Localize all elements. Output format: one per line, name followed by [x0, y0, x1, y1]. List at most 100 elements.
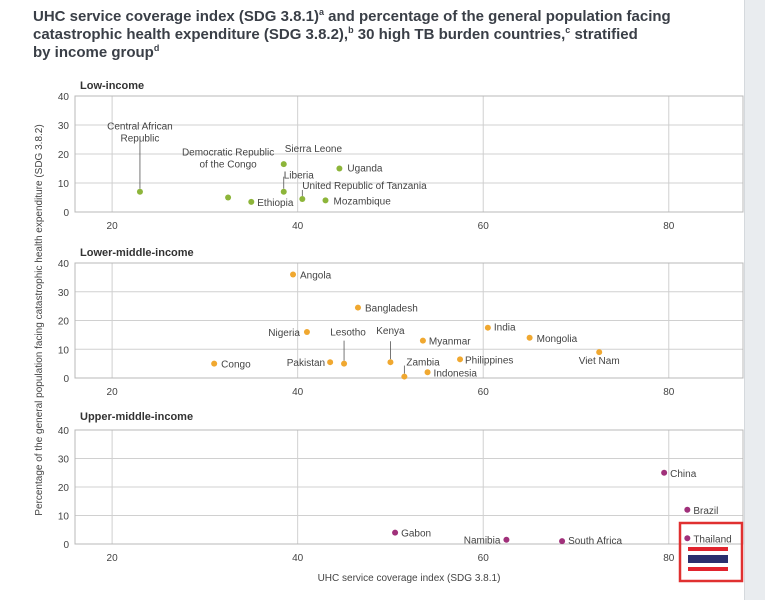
point-label: Zambia [406, 358, 440, 369]
point-label: Philippines [465, 355, 513, 366]
y-tick-label: 20 [58, 150, 70, 161]
data-point [341, 360, 348, 367]
title-line-2-end: stratified [570, 26, 638, 43]
panel-title: Lower-middle-income [80, 247, 194, 259]
panel-frame [74, 95, 744, 213]
data-point [136, 188, 143, 195]
data-point [424, 369, 431, 376]
data-point [661, 469, 668, 476]
point-label: Lesotho [330, 328, 366, 339]
point-label: Brazil [693, 506, 718, 517]
data-point [354, 304, 361, 311]
point-label: Mongolia [537, 334, 578, 345]
data-point [322, 197, 329, 204]
title-line-1: UHC service coverage index (SDG 3.8.1) [33, 8, 319, 25]
panel-title: Upper-middle-income [80, 411, 193, 423]
title-line-2-mid: 30 high TB burden countries, [353, 26, 566, 43]
data-point [401, 373, 408, 380]
data-point [559, 538, 566, 545]
point-label: Namibia [464, 536, 501, 547]
point-label: Thailand [693, 534, 731, 545]
data-point [290, 271, 297, 278]
x-tick-label: 40 [292, 553, 304, 564]
data-point [526, 334, 533, 341]
point-label: Gabon [401, 529, 431, 540]
y-tick-label: 30 [58, 121, 70, 132]
point-label: Bangladesh [365, 304, 418, 315]
point-label: South Africa [568, 536, 622, 547]
data-point [211, 360, 218, 367]
data-point [457, 356, 464, 363]
flag-stripe-white [688, 551, 728, 555]
footnote-b: b [348, 25, 354, 35]
x-tick-label: 20 [107, 221, 119, 232]
y-tick-label: 10 [58, 512, 70, 523]
x-tick-label: 80 [663, 553, 675, 564]
y-tick-label: 40 [58, 426, 70, 437]
y-tick-label: 0 [63, 208, 69, 219]
y-axis-title: Percentage of the general population fac… [34, 124, 45, 515]
panel-title: Low-income [80, 80, 144, 92]
chart-title: UHC service coverage index (SDG 3.8.1)a … [33, 8, 733, 62]
data-point [419, 337, 426, 344]
x-tick-label: 40 [292, 387, 304, 398]
point-label: Mozambique [334, 196, 392, 207]
data-point [387, 359, 394, 366]
x-tick-label: 80 [663, 387, 675, 398]
point-label: Democratic Republic of the Congo [182, 148, 274, 171]
x-axis-title: UHC service coverage index (SDG 3.8.1) [318, 573, 501, 584]
point-label: Indonesia [434, 368, 478, 379]
point-label: Congo [221, 360, 251, 371]
footnote-c: c [565, 25, 571, 35]
data-point [392, 529, 399, 536]
data-point [280, 188, 287, 195]
x-tick-label: 40 [292, 221, 304, 232]
x-tick-label: 20 [107, 553, 119, 564]
data-point [280, 161, 287, 168]
flag-stripe-red [688, 547, 728, 551]
x-tick-label: 20 [107, 387, 119, 398]
y-tick-label: 20 [58, 317, 70, 328]
y-tick-label: 0 [63, 374, 69, 385]
footnote-a: a [318, 7, 324, 17]
y-tick-label: 40 [58, 92, 70, 103]
data-point [336, 165, 343, 172]
data-point [299, 195, 306, 202]
point-label: Nigeria [268, 328, 300, 339]
y-tick-label: 0 [63, 540, 69, 551]
page-edge-strip [744, 0, 765, 600]
point-label: Sierra Leone [285, 144, 343, 155]
panel-frame [74, 429, 744, 545]
x-tick-label: 80 [663, 221, 675, 232]
point-label: Pakistan [287, 358, 325, 369]
y-tick-label: 20 [58, 483, 70, 494]
point-label: Angola [300, 271, 332, 282]
point-label: China [670, 469, 697, 480]
y-tick-label: 40 [58, 259, 70, 270]
data-point [484, 324, 491, 331]
data-point [327, 359, 334, 366]
point-label: Viet Nam [579, 356, 620, 367]
point-label: India [494, 323, 516, 334]
y-tick-label: 30 [58, 288, 70, 299]
point-label: Ethiopia [257, 198, 294, 209]
panel-frame [74, 262, 744, 379]
x-tick-label: 60 [478, 553, 490, 564]
title-line-3: by income group [33, 44, 154, 61]
point-label: Central African Republic [107, 122, 173, 145]
data-point [684, 506, 691, 513]
flag-stripe-red [688, 567, 728, 571]
data-point [596, 349, 603, 356]
flag-stripe-white [688, 563, 728, 567]
title-line-2: catastrophic health expenditure (SDG 3.8… [33, 26, 349, 43]
data-point [248, 198, 255, 205]
data-point [684, 535, 691, 542]
data-point [225, 194, 232, 201]
highlight-box [678, 521, 744, 583]
y-tick-label: 10 [58, 345, 70, 356]
x-tick-label: 60 [478, 221, 490, 232]
point-label: United Republic of Tanzania [302, 181, 427, 192]
point-label: Kenya [376, 326, 405, 337]
y-tick-label: 10 [58, 179, 70, 190]
